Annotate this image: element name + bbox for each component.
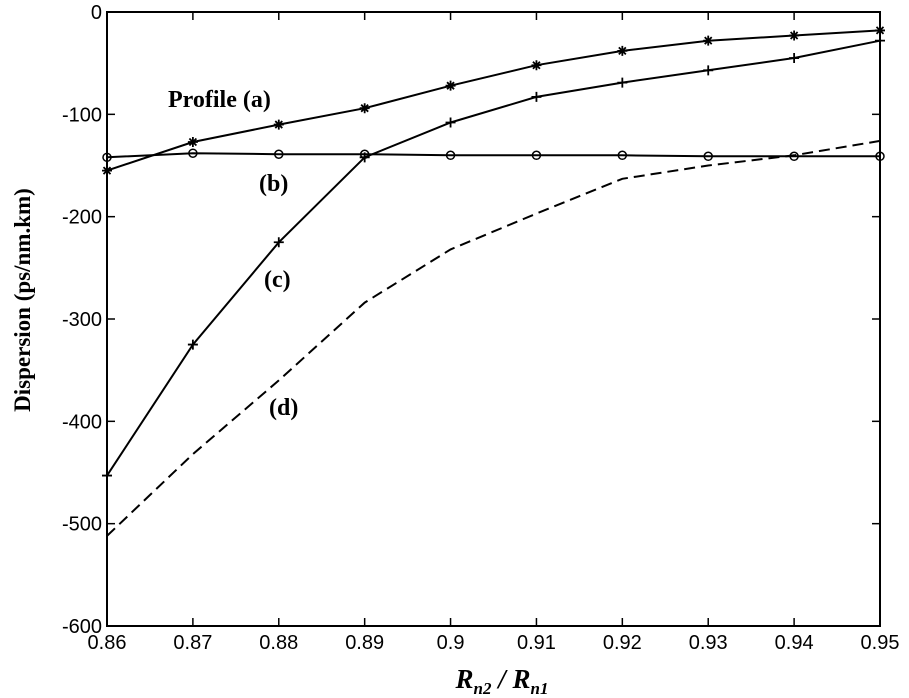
y-tick-label: -100 — [62, 104, 102, 126]
x-label-sep: / — [491, 664, 512, 694]
data-point — [617, 77, 628, 88]
x-tick-label: 0.92 — [603, 632, 642, 654]
series-line — [106, 39, 881, 477]
data-point — [531, 150, 542, 161]
data-point — [274, 149, 284, 159]
x-tick-label: 0.94 — [775, 632, 814, 654]
x-tick-label: 0.93 — [689, 632, 728, 654]
y-tick-label: -500 — [62, 514, 102, 536]
data-point — [273, 119, 284, 130]
annotation-d: (d) — [269, 395, 298, 421]
x-tick-label: 0.95 — [861, 632, 900, 654]
annotation-layer: Profile (a) (b) (c) (d) — [168, 87, 298, 421]
data-point — [359, 152, 370, 163]
x-label-r1: R — [455, 664, 474, 694]
data-point — [875, 151, 885, 162]
data-point — [187, 339, 198, 350]
series-3 — [102, 35, 885, 481]
series-2 — [102, 148, 885, 163]
data-point — [359, 103, 370, 114]
series-line — [106, 139, 881, 537]
data-point — [187, 136, 198, 147]
data-point — [531, 60, 542, 71]
x-tick-label: 0.88 — [259, 632, 298, 654]
data-point — [703, 65, 714, 76]
annotation-c: (c) — [264, 267, 291, 293]
data-point — [188, 148, 198, 158]
x-tick-label: 0.86 — [88, 632, 127, 654]
data-point — [102, 152, 112, 163]
series-line — [106, 29, 881, 172]
series-1 — [102, 25, 885, 176]
x-label-r2: R — [512, 664, 531, 694]
data-point — [789, 30, 800, 41]
data-point — [617, 45, 628, 56]
y-axis-label: Dispersion (ps/nm.km) — [10, 188, 35, 412]
data-point — [445, 117, 456, 128]
y-tick-label: -300 — [62, 309, 102, 331]
data-point — [617, 150, 628, 161]
data-point — [789, 53, 800, 64]
y-tick-label: -600 — [62, 616, 102, 638]
y-tick-label: 0 — [91, 2, 102, 24]
annotation-profile-a: Profile (a) — [168, 87, 271, 113]
x-tick-label: 0.9 — [437, 632, 465, 654]
series-line — [106, 152, 880, 159]
data-point — [102, 165, 112, 176]
data-point — [445, 150, 456, 161]
axis-ticks: 0.86 0.87 0.88 0.89 0.9 0.91 0.92 0.93 0.94 0.95 0… — [62, 2, 900, 654]
series-layer — [102, 25, 885, 537]
data-point — [531, 91, 542, 102]
data-point — [703, 35, 714, 46]
annotation-b: (b) — [259, 171, 288, 197]
x-label-sub2: n1 — [531, 679, 549, 698]
data-point — [273, 237, 284, 248]
x-tick-label: 0.89 — [345, 632, 384, 654]
x-label-sub1: n2 — [474, 679, 492, 698]
data-point — [102, 470, 112, 481]
x-tick-label: 0.87 — [173, 632, 212, 654]
data-point — [703, 151, 713, 162]
series-4 — [106, 139, 881, 537]
data-point — [875, 25, 885, 36]
data-point — [875, 35, 885, 46]
y-tick-label: -400 — [62, 411, 102, 433]
y-tick-label: -200 — [62, 207, 102, 229]
data-point — [445, 80, 456, 91]
x-axis-label: Rn2 / Rn1 — [455, 664, 549, 698]
x-tick-label: 0.91 — [517, 632, 556, 654]
